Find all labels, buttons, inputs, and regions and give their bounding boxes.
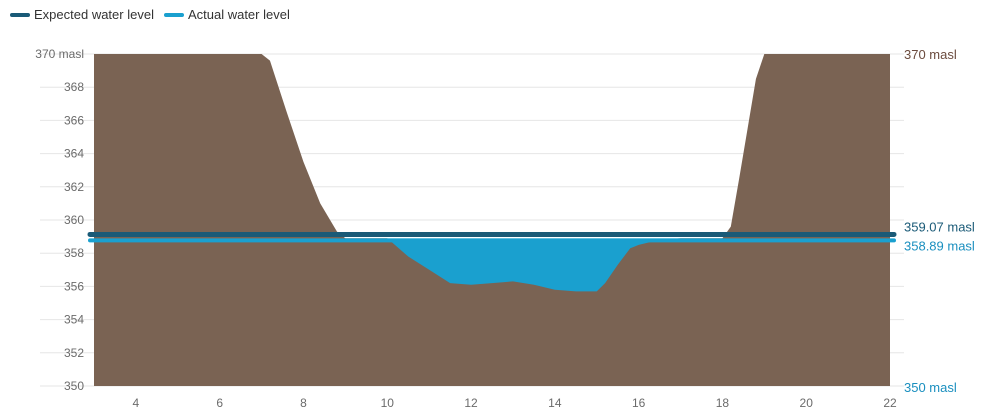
y-tick-label-370: 370 masl (35, 47, 84, 61)
lines-layer (87, 231, 897, 243)
expected-swatch-icon (10, 12, 30, 17)
legend-expected-label: Expected water level (34, 7, 154, 22)
legend: Expected water level Actual water level (10, 7, 290, 22)
y-tick-label-368: 368 (64, 80, 84, 94)
terrain-area (94, 54, 890, 386)
x-tick-label-8: 8 (300, 396, 307, 410)
x-tick-label-14: 14 (548, 396, 562, 410)
terrain-layer (94, 54, 890, 386)
x-tick-label-4: 4 (133, 396, 140, 410)
x-tick-label-16: 16 (632, 396, 646, 410)
y-tick-label-356: 356 (64, 279, 84, 293)
x-tick-label-22: 22 (883, 396, 897, 410)
right-label-350: 350 masl (904, 380, 957, 395)
axis-layer: 350 352 354 356 358 360 362 364 366 368 370 masl 4 6… (35, 47, 975, 410)
y-tick-label-362: 362 (64, 180, 84, 194)
x-tick-label-6: 6 (216, 396, 223, 410)
y-tick-label-360: 360 (64, 213, 84, 227)
y-tick-label-350: 350 (64, 379, 84, 393)
right-label-370: 370 masl (904, 47, 957, 62)
x-tick-label-20: 20 (800, 396, 814, 410)
y-tick-label-352: 352 (64, 346, 84, 360)
right-label-358-89: 358.89 masl (904, 238, 975, 253)
x-tick-label-12: 12 (464, 396, 478, 410)
actual-swatch-icon (163, 12, 184, 17)
x-tick-label-18: 18 (716, 396, 730, 410)
legend-actual-label: Actual water level (187, 7, 290, 22)
y-tick-label-366: 366 (64, 113, 84, 127)
right-label-359-07: 359.07 masl (904, 219, 975, 234)
y-tick-label-364: 364 (64, 147, 84, 161)
legend-item-expected[interactable]: Expected water level (10, 7, 154, 22)
x-tick-label-10: 10 (381, 396, 395, 410)
legend-item-actual[interactable]: Actual water level (163, 7, 290, 22)
y-tick-label-354: 354 (64, 313, 84, 327)
y-tick-label-358: 358 (64, 246, 84, 260)
